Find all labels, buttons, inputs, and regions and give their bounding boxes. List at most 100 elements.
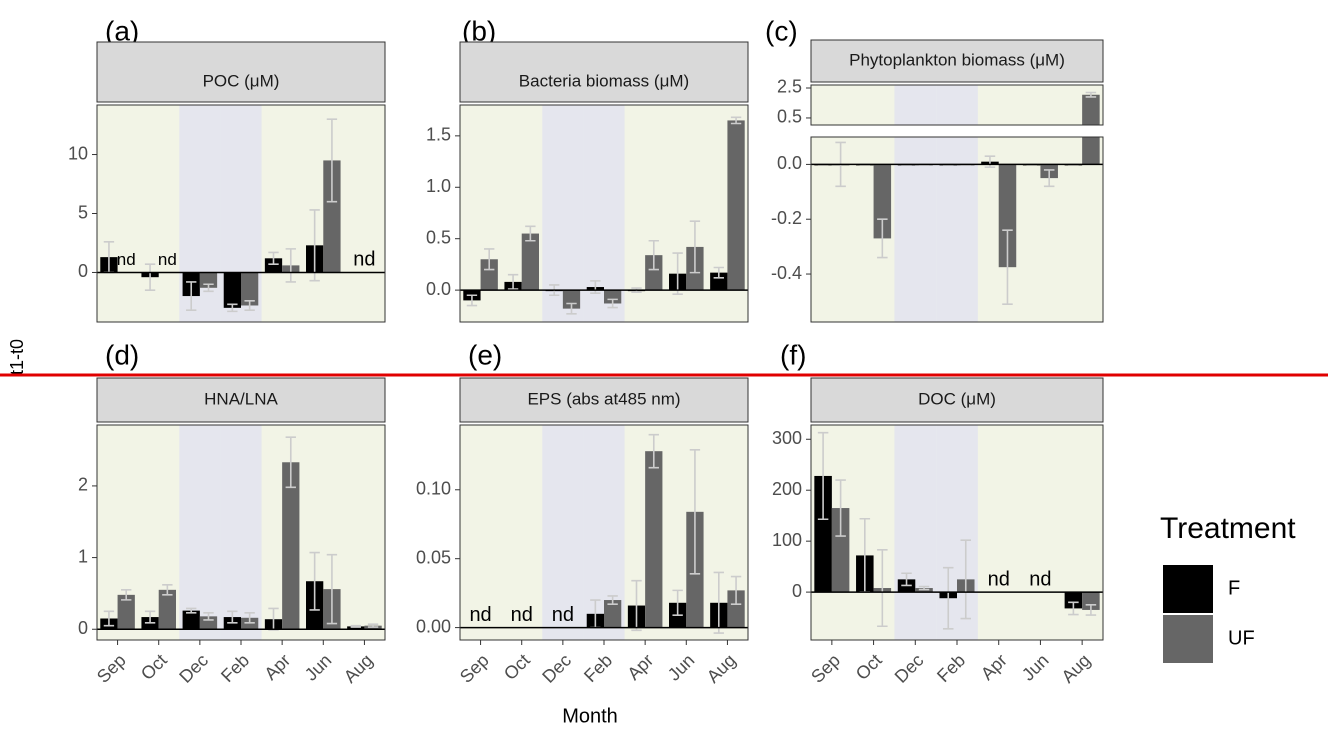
y-tick-label: -0.4: [771, 263, 802, 283]
bar: [1082, 94, 1100, 125]
plot-area: [460, 105, 748, 322]
y-tick-label: 0.5: [777, 107, 802, 127]
legend-swatch: [1163, 565, 1213, 613]
x-tick-label: Jun: [1018, 650, 1053, 685]
y-tick-label: 0.05: [416, 547, 451, 567]
x-tick-label: Apr: [260, 650, 294, 684]
bar: [645, 451, 663, 628]
x-tick-label: Oct: [137, 650, 171, 684]
error-bar: [877, 549, 888, 628]
y-tick-label: 0.0: [777, 153, 802, 173]
bar: [182, 610, 200, 630]
strip: [96, 377, 386, 423]
x-tick-label: Feb: [580, 650, 616, 686]
panel-label: (e): [468, 339, 502, 370]
bar: [241, 272, 259, 306]
error-bar: [672, 252, 683, 296]
error-bar: [507, 273, 519, 290]
y-tick-label: 1: [78, 546, 88, 566]
bar: [323, 160, 341, 273]
panel-label: (a): [105, 15, 139, 46]
error-bar: [244, 299, 255, 312]
bar: [604, 600, 622, 628]
error-bar: [1043, 169, 1055, 188]
plot-area: [97, 105, 385, 322]
panel-title: POC (μM): [203, 71, 280, 90]
bar: [223, 272, 241, 308]
error-bar: [835, 479, 846, 537]
y-tick-label: 100: [772, 530, 802, 550]
error-bar: [326, 118, 338, 203]
y-tick-label: 5: [78, 202, 88, 222]
bar: [998, 164, 1017, 268]
panel-label: (c): [765, 15, 798, 46]
error-bar: [203, 611, 214, 621]
nd-label: nd: [353, 249, 375, 271]
y-tick-label: 0.0: [426, 279, 451, 299]
error-bar: [631, 579, 642, 632]
x-tick-label: Dec: [538, 650, 575, 687]
bar: [814, 475, 832, 593]
nd-label: nd: [511, 604, 533, 626]
error-bar: [309, 209, 320, 282]
error-bar: [590, 280, 601, 295]
x-tick-label: Dec: [891, 650, 928, 687]
x-tick-label: Aug: [340, 650, 377, 687]
error-bar: [730, 116, 742, 125]
error-bar: [227, 610, 238, 624]
legend-title: Treatment: [1160, 512, 1296, 545]
error-bar: [1085, 604, 1097, 616]
error-bar: [244, 611, 255, 624]
y-tick-label: 2: [78, 475, 88, 495]
error-bar: [730, 575, 742, 605]
error-bar: [942, 566, 954, 630]
x-tick-label: Oct: [500, 650, 534, 684]
plot-area: [97, 425, 385, 640]
error-bar: [525, 225, 536, 242]
nd-label: nd: [552, 604, 574, 626]
bar: [521, 233, 539, 291]
error-bar: [918, 585, 930, 591]
x-axis-label: Month: [562, 705, 618, 727]
plot-area: [811, 425, 1103, 640]
season-band: [936, 137, 978, 322]
error-bar: [1085, 91, 1097, 98]
nd-label: nd: [117, 250, 136, 269]
panel-label: (f): [780, 339, 806, 370]
panel-title: DOC (μM): [918, 389, 996, 408]
plot-area: [811, 137, 1103, 322]
error-bar: [566, 302, 577, 315]
error-bar: [689, 449, 701, 575]
bar: [117, 594, 135, 630]
x-tick-label: Sep: [807, 650, 844, 687]
y-tick-label: 300: [772, 428, 802, 448]
strip: [810, 377, 1104, 423]
bar: [727, 590, 745, 628]
season-band: [542, 425, 584, 640]
bar: [645, 255, 663, 291]
season-band: [936, 425, 978, 640]
panel-title: Bacteria biomass (μM): [519, 71, 689, 90]
nd-label: nd: [988, 568, 1010, 590]
season-band: [894, 425, 937, 640]
error-bar: [713, 571, 724, 634]
season-band: [894, 85, 937, 125]
nd-label: nd: [158, 250, 177, 269]
bar: [264, 258, 283, 273]
x-tick-label: Sep: [93, 650, 130, 687]
error-bar: [607, 595, 618, 605]
strip: [459, 377, 749, 423]
panel-title: HNA/LNA: [204, 389, 278, 408]
bar: [727, 120, 745, 291]
error-bar: [713, 266, 724, 279]
panel-border: [96, 104, 386, 323]
error-bar: [689, 220, 701, 274]
strip: [810, 39, 1104, 83]
error-bar: [144, 610, 156, 624]
x-tick-label: Jun: [664, 650, 699, 685]
x-tick-label: Oct: [852, 650, 886, 684]
error-bar: [227, 303, 238, 313]
legend-swatch: [1163, 615, 1213, 663]
plot-area: [894, 85, 1100, 125]
